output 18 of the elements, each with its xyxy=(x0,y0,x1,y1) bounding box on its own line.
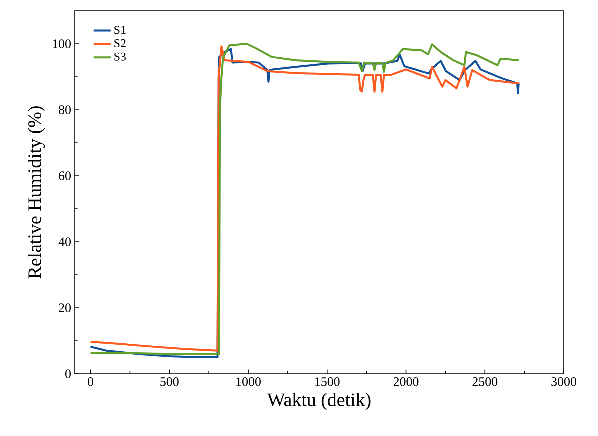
legend-label: S2 xyxy=(114,39,126,48)
x-tick-label: 3000 xyxy=(552,378,576,386)
y-tick-label: 0 xyxy=(66,370,71,378)
y-tick-label: 80 xyxy=(59,106,71,114)
x-tick-label: 1500 xyxy=(316,378,340,386)
y-axis-title: Relative Humidity (%) xyxy=(28,106,46,279)
y-tick-label: 20 xyxy=(59,304,71,312)
y-tick-label: 40 xyxy=(58,238,71,246)
x-tick-label: 1000 xyxy=(236,378,261,386)
x-tick-label: 500 xyxy=(160,378,179,386)
y-tick-label: 100 xyxy=(53,40,71,48)
x-tick-label: 2500 xyxy=(472,378,498,386)
x-tick-label: 0 xyxy=(88,378,94,386)
legend-label: S3 xyxy=(114,52,126,61)
x-tick-label: 2000 xyxy=(394,378,419,386)
y-tick-label: 60 xyxy=(59,172,71,180)
legend-label: S1 xyxy=(114,26,126,34)
x-axis-title: Waktu (detik) xyxy=(267,393,371,410)
